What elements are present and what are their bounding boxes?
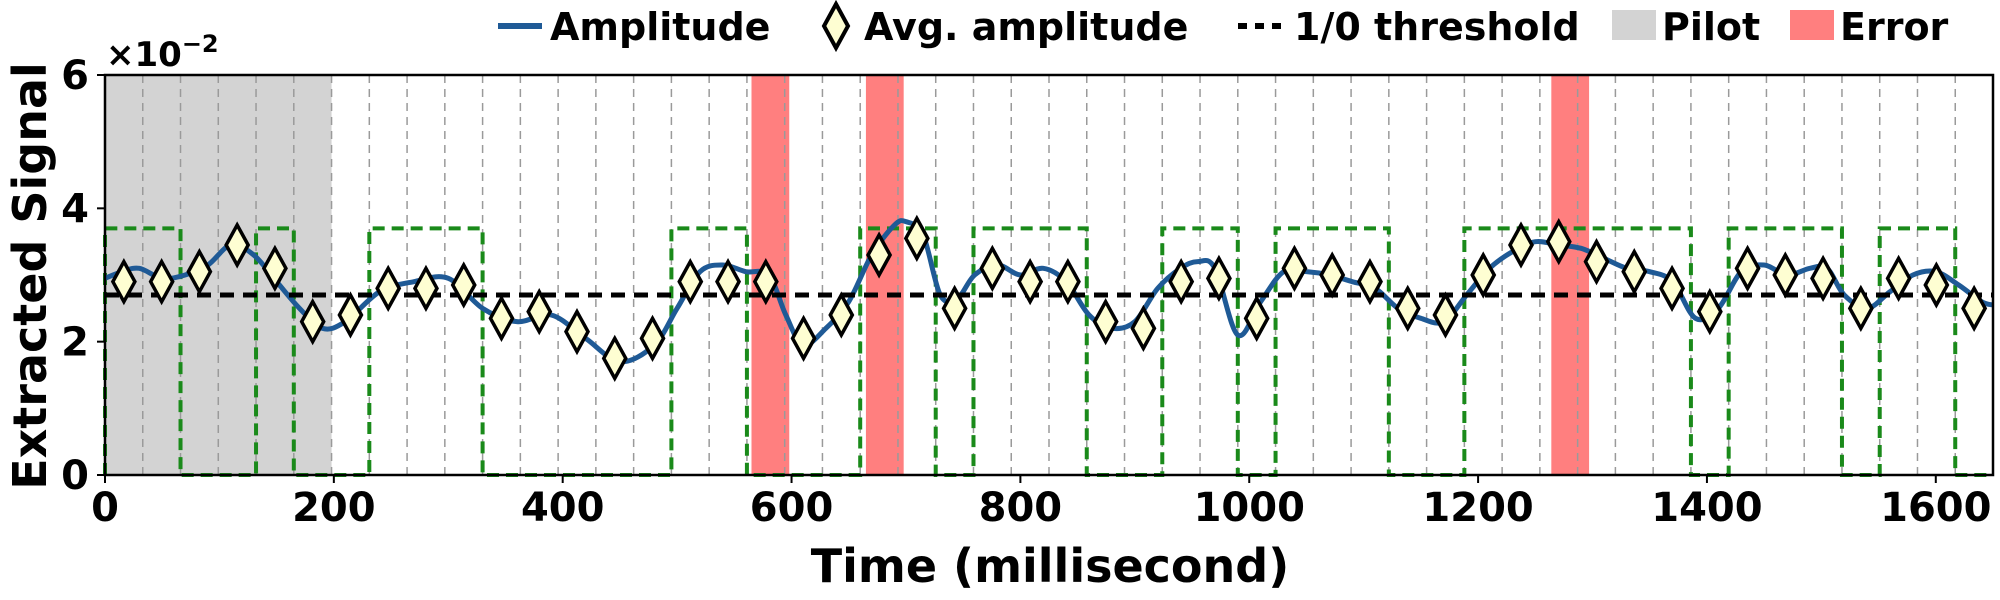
avg-amplitude-marker xyxy=(866,231,893,279)
legend-pilot-label: Pilot xyxy=(1662,5,1760,49)
avg-amplitude-marker xyxy=(412,264,439,312)
avg-marker-layer xyxy=(110,214,1988,382)
legend-threshold-label: 1/0 threshold xyxy=(1294,5,1580,49)
x-tick-label: 1600 xyxy=(1880,485,1991,531)
legend-error-swatch xyxy=(1790,10,1834,40)
avg-amplitude-marker xyxy=(1508,221,1534,269)
avg-amplitude-marker xyxy=(1205,254,1232,302)
avg-amplitude-marker xyxy=(564,308,590,356)
x-tick-label: 600 xyxy=(750,485,834,531)
avg-amplitude-marker xyxy=(1432,291,1459,339)
avg-amplitude-marker xyxy=(1583,238,1610,286)
legend: Amplitude Avg. amplitude 1/0 threshold P… xyxy=(498,0,1949,53)
x-tick-label: 1200 xyxy=(1422,485,1533,531)
y-tick-label: 2 xyxy=(61,320,89,366)
avg-amplitude-marker xyxy=(1356,258,1383,306)
avg-amplitude-marker xyxy=(1394,284,1421,332)
avg-amplitude-marker xyxy=(1810,254,1837,302)
y-tick-label: 6 xyxy=(61,53,89,99)
avg-amplitude-marker xyxy=(903,214,930,262)
avg-amplitude-marker xyxy=(1243,294,1270,342)
avg-amplitude-marker xyxy=(148,258,175,306)
avg-amplitude-marker xyxy=(1961,284,1988,332)
avg-amplitude-marker xyxy=(677,258,704,306)
x-tick-label: 800 xyxy=(979,485,1063,531)
x-tick-label: 1000 xyxy=(1194,485,1305,531)
legend-avg-marker xyxy=(821,0,851,53)
avg-amplitude-marker xyxy=(752,258,779,306)
axes-layer: 0 200 400 600 800 1000 1200 1400 1600 0 2 4 6 xyxy=(61,53,1995,531)
avg-amplitude-marker xyxy=(1696,288,1723,336)
avg-amplitude-marker xyxy=(979,244,1006,292)
x-tick-label: 200 xyxy=(292,485,376,531)
y-tick-label: 4 xyxy=(61,186,89,232)
x-tick-label: 0 xyxy=(91,485,119,531)
avg-amplitude-marker xyxy=(1734,244,1761,292)
avg-amplitude-marker xyxy=(790,314,817,362)
avg-amplitude-marker xyxy=(375,264,402,312)
avg-amplitude-marker xyxy=(1130,304,1157,352)
avg-amplitude-marker xyxy=(1092,298,1119,346)
legend-amplitude-label: Amplitude xyxy=(550,5,770,49)
avg-amplitude-marker xyxy=(1621,248,1648,296)
avg-amplitude-marker xyxy=(526,288,553,336)
avg-amplitude-marker xyxy=(224,221,251,269)
avg-amplitude-marker xyxy=(1319,251,1346,299)
avg-amplitude-marker xyxy=(110,258,137,306)
legend-pilot-swatch xyxy=(1612,10,1656,40)
avg-amplitude-marker xyxy=(828,291,855,339)
avg-amplitude-marker xyxy=(1054,258,1081,306)
plot-frame xyxy=(103,73,1995,477)
avg-amplitude-marker xyxy=(1885,254,1912,302)
avg-amplitude-marker xyxy=(1847,284,1874,332)
avg-amplitude-marker xyxy=(299,298,326,346)
avg-amplitude-marker xyxy=(1923,261,1950,309)
x-axis-title: Time (millisecond) xyxy=(811,539,1289,593)
avg-amplitude-marker xyxy=(1168,258,1195,306)
y-tick-label: 0 xyxy=(61,453,89,499)
avg-amplitude-marker xyxy=(1017,258,1044,306)
x-tick-label: 400 xyxy=(521,485,605,531)
avg-amplitude-marker xyxy=(601,334,628,382)
avg-amplitude-marker xyxy=(488,294,515,342)
legend-avg-label: Avg. amplitude xyxy=(864,5,1188,49)
avg-amplitude-marker xyxy=(1281,244,1308,292)
avg-amplitude-marker xyxy=(450,261,477,309)
slot-grid-layer xyxy=(142,75,1956,475)
avg-amplitude-marker xyxy=(261,244,288,292)
avg-amplitude-marker xyxy=(639,314,666,362)
avg-amplitude-marker xyxy=(715,258,742,306)
avg-amplitude-marker xyxy=(1772,251,1799,299)
y-multiplier-label: ×10−2 xyxy=(106,30,219,75)
avg-amplitude-marker xyxy=(941,284,968,332)
legend-error-label: Error xyxy=(1840,5,1949,49)
avg-amplitude-marker xyxy=(1545,218,1572,266)
avg-amplitude-marker xyxy=(1659,264,1686,312)
avg-amplitude-marker xyxy=(186,248,213,296)
avg-amplitude-marker xyxy=(1470,251,1497,299)
x-tick-label: 1400 xyxy=(1651,485,1762,531)
error-region-3 xyxy=(1551,75,1590,475)
avg-amplitude-marker xyxy=(337,291,364,339)
y-axis-title: Extracted Signal xyxy=(3,62,57,490)
